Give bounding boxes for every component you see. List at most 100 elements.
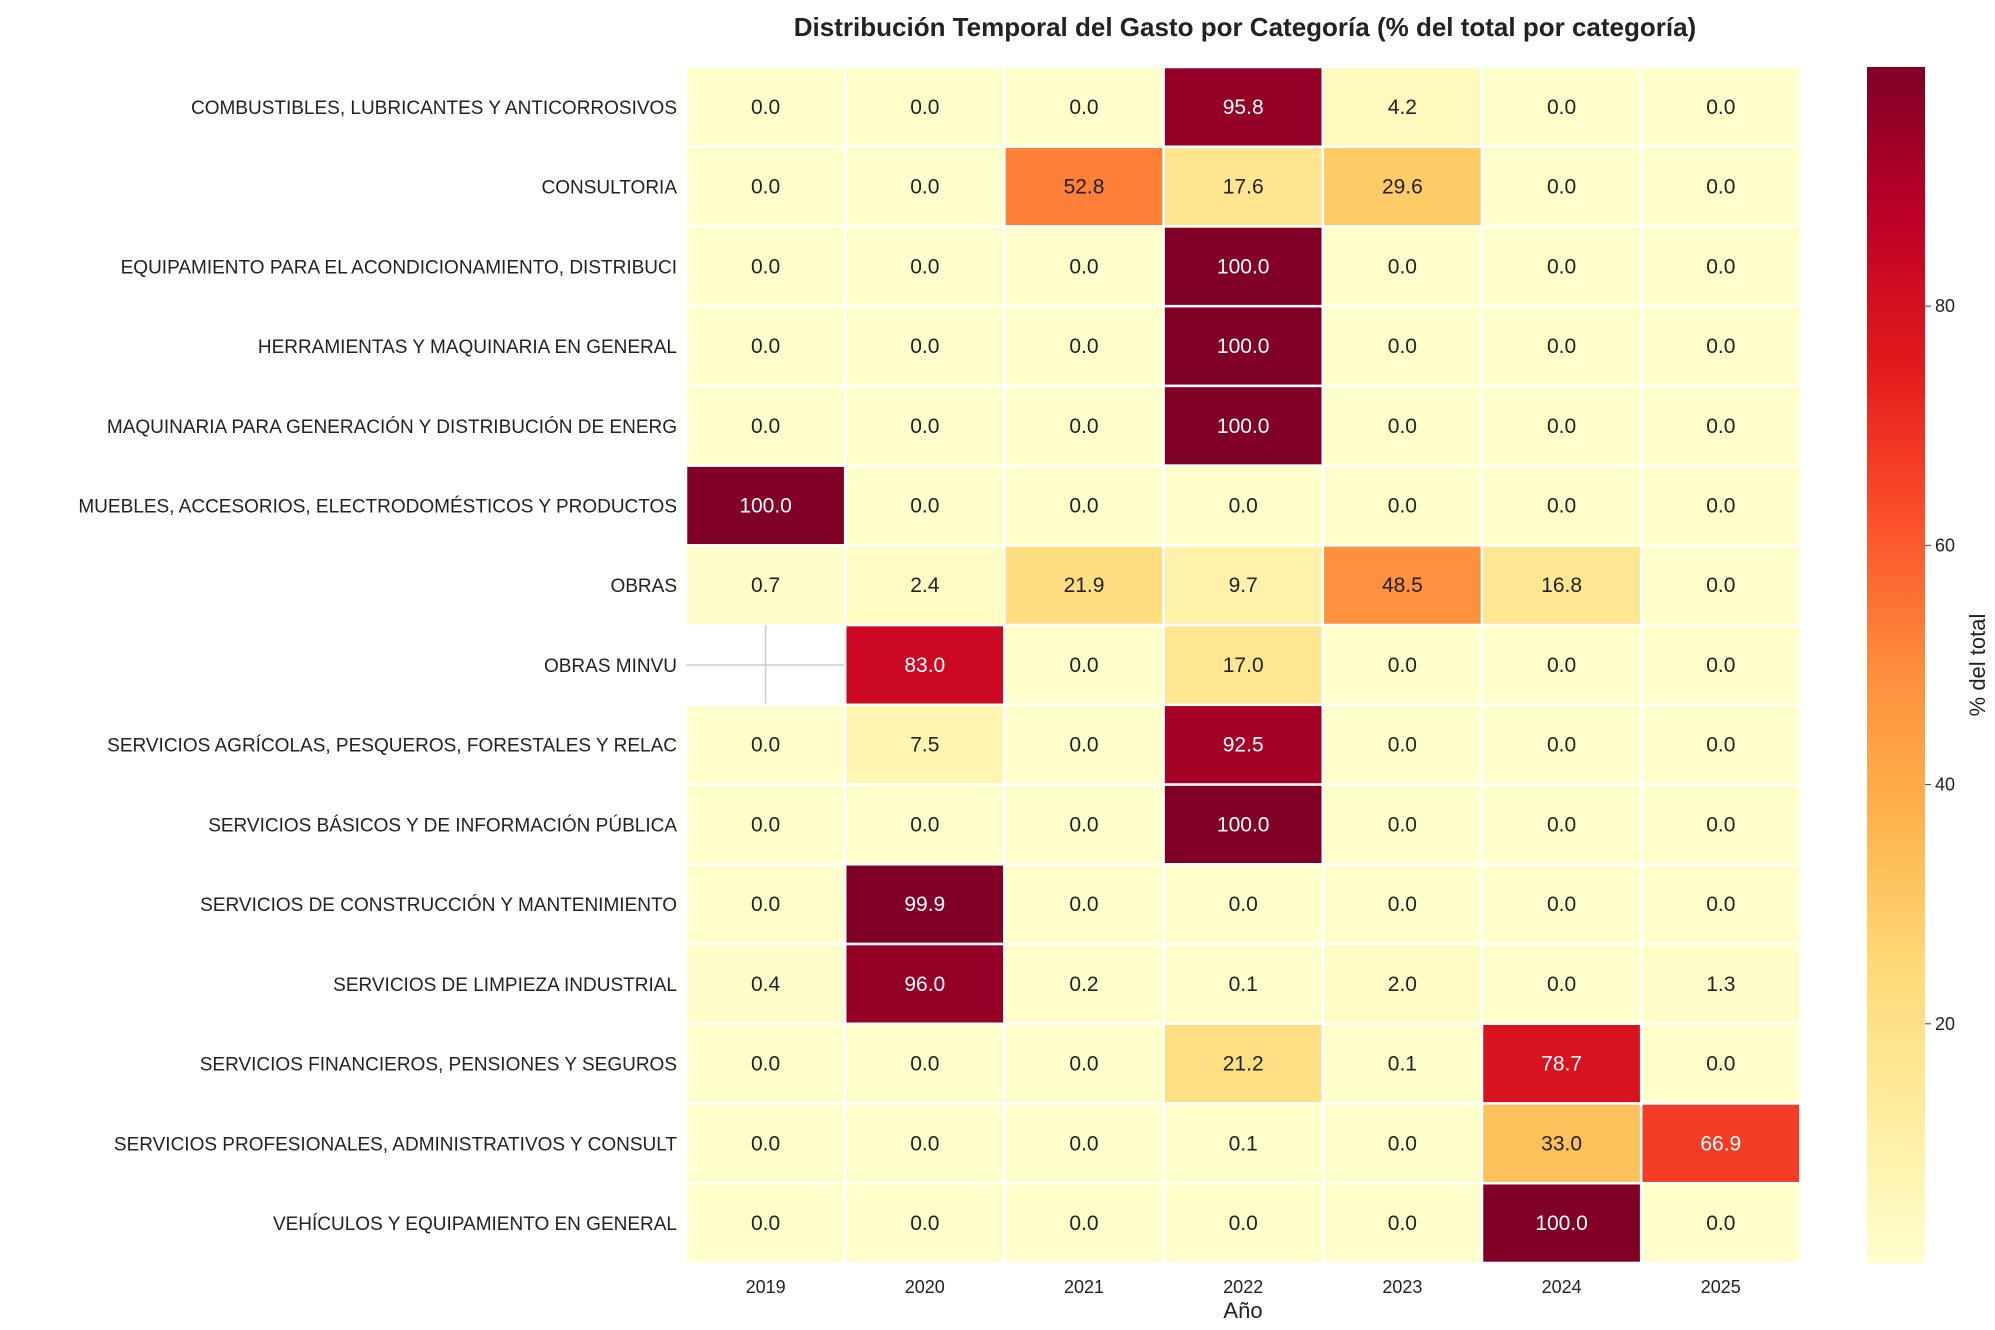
row-label-obras-minvu: OBRAS MINVU xyxy=(544,656,677,677)
heatmap-cell xyxy=(1480,65,1643,148)
heatmap-cell xyxy=(1639,783,1802,866)
cell-value-label: 0.1 xyxy=(1229,973,1258,996)
cell-value-label: 0.0 xyxy=(1706,893,1735,916)
cell-value-label: 78.7 xyxy=(1541,1053,1582,1076)
cell-value-label: 100.0 xyxy=(1217,255,1270,278)
heatmap-cell xyxy=(1003,145,1165,228)
cell-value-label: 0.0 xyxy=(1706,654,1735,677)
heatmap-cell xyxy=(1162,703,1325,786)
cell-value-label: 0.0 xyxy=(1069,1212,1098,1235)
heatmap-cell xyxy=(1639,544,1802,627)
cell-value-label: 92.5 xyxy=(1223,734,1264,757)
cell-value-label: 0.7 xyxy=(751,574,780,597)
row-label-servicios-financieros-pensiones-y-seguro: SERVICIOS FINANCIEROS, PENSIONES Y SEGUR… xyxy=(200,1055,677,1076)
heatmap-cell xyxy=(1639,623,1802,707)
heatmap-cell-empty xyxy=(686,625,846,705)
colorbar-ticks: 20 40 60 80 xyxy=(1925,296,1955,1034)
column-labels: 2019 2020 2021 2022 2023 2024 2025 xyxy=(746,1277,1741,1297)
column-label-2021: 2021 xyxy=(1064,1277,1104,1297)
heatmap-cell xyxy=(1321,703,1484,786)
cell-value-label: 100.0 xyxy=(1217,415,1270,438)
colorbar-gradient xyxy=(1867,67,1925,1263)
cell-value-label: 0.0 xyxy=(1388,1212,1417,1235)
cell-value-label: 21.2 xyxy=(1223,1053,1264,1076)
cell-value-label: 0.0 xyxy=(1388,1132,1417,1155)
heatmap-cell xyxy=(843,783,1006,866)
heatmap-cell xyxy=(1321,1102,1484,1185)
chart-title: Distribución Temporal del Gasto por Cate… xyxy=(794,12,1696,42)
heatmap-cell xyxy=(1480,863,1643,946)
cell-value-label: 0.0 xyxy=(1547,893,1576,916)
heatmap-cell xyxy=(1639,863,1802,946)
cell-value-label: 0.0 xyxy=(1388,734,1417,757)
cell-value-label: 0.0 xyxy=(751,1212,780,1235)
row-label-servicios-de-limpieza-industrial: SERVICIOS DE LIMPIEZA INDUSTRIAL xyxy=(333,975,677,996)
colorbar-tick-label: 40 xyxy=(1935,775,1955,795)
cell-value-label: 0.0 xyxy=(1069,495,1098,518)
cell-value-label: 0.0 xyxy=(1547,255,1576,278)
heatmap-cell xyxy=(843,225,1006,308)
heatmap-cell xyxy=(1480,703,1643,786)
heatmap-cell xyxy=(1480,1181,1643,1265)
row-label-equipamiento-para-el-acondicionamiento-d: EQUIPAMIENTO PARA EL ACONDICIONAMIENTO, … xyxy=(121,257,677,278)
colorbar: 20 40 60 80 % del total xyxy=(1867,67,1990,1263)
heatmap-cell xyxy=(1480,304,1643,388)
cell-value-label: 0.0 xyxy=(1547,973,1576,996)
heatmap-cell xyxy=(1639,1181,1802,1265)
cell-value-label: 0.0 xyxy=(1069,813,1098,836)
cell-value-label: 0.1 xyxy=(1388,1053,1417,1076)
cell-value-label: 0.0 xyxy=(910,255,939,278)
cell-value-label: 0.0 xyxy=(751,335,780,358)
heatmap-cell xyxy=(1162,783,1325,866)
cell-value-label: 0.0 xyxy=(1388,813,1417,836)
cell-value-label: 0.0 xyxy=(1706,415,1735,438)
cell-value-label: 0.0 xyxy=(1706,495,1735,518)
heatmap-cell xyxy=(684,783,847,866)
cell-value-label: 0.0 xyxy=(1069,335,1098,358)
cell-value-label: 0.0 xyxy=(1547,335,1576,358)
cell-value-label: 0.0 xyxy=(910,1132,939,1155)
heatmap-cell xyxy=(1003,1022,1165,1105)
cell-value-label: 16.8 xyxy=(1541,574,1582,597)
heatmap-cell xyxy=(1639,225,1802,308)
cell-value-label: 0.0 xyxy=(910,1212,939,1235)
heatmap-cell xyxy=(1162,1181,1325,1265)
cell-value-label: 96.0 xyxy=(904,973,945,996)
cell-value-label: 0.0 xyxy=(1069,96,1098,119)
cell-value-label: 0.0 xyxy=(1706,96,1735,119)
cell-value-label: 7.5 xyxy=(910,734,939,757)
cell-value-label: 17.6 xyxy=(1223,176,1264,199)
heatmap-cell xyxy=(1003,384,1165,467)
heatmap-cell xyxy=(1162,225,1325,308)
cell-value-label: 0.0 xyxy=(1706,1212,1735,1235)
cell-value-label: 0.0 xyxy=(1706,335,1735,358)
cell-value-label: 0.0 xyxy=(751,893,780,916)
cell-value-label: 48.5 xyxy=(1382,574,1423,597)
column-label-2023: 2023 xyxy=(1382,1277,1422,1297)
cell-value-label: 0.0 xyxy=(1547,813,1576,836)
cell-value-label: 0.0 xyxy=(1388,495,1417,518)
colorbar-label: % del total xyxy=(1965,614,1990,717)
column-label-2019: 2019 xyxy=(746,1277,786,1297)
cell-value-label: 0.0 xyxy=(751,1132,780,1155)
cell-value-label: 0.0 xyxy=(1069,1132,1098,1155)
cell-value-label: 0.0 xyxy=(1388,255,1417,278)
heatmap-cell xyxy=(1321,1022,1484,1105)
cell-value-label: 0.0 xyxy=(751,734,780,757)
cell-value-label: 0.0 xyxy=(1069,893,1098,916)
column-label-2025: 2025 xyxy=(1701,1277,1741,1297)
row-label-muebles-accesorios-electrodomesticos-y-p: MUEBLES, ACCESORIOS, ELECTRODOMÉSTICOS Y… xyxy=(78,497,677,518)
cell-value-label: 0.0 xyxy=(1706,1053,1735,1076)
cell-value-label: 33.0 xyxy=(1541,1132,1582,1155)
cell-value-label: 0.0 xyxy=(1229,1212,1258,1235)
heatmap-cell xyxy=(1639,304,1802,388)
heatmap-cell xyxy=(1480,225,1643,308)
heatmap-cell xyxy=(1003,1181,1165,1265)
row-label-consultoria: CONSULTORIA xyxy=(542,178,678,199)
column-label-2022: 2022 xyxy=(1223,1277,1263,1297)
cell-value-label: 0.2 xyxy=(1069,973,1098,996)
row-label-servicios-profesionales-administrativos-: SERVICIOS PROFESIONALES, ADMINISTRATIVOS… xyxy=(114,1134,677,1155)
cell-value-label: 100.0 xyxy=(1217,335,1270,358)
cell-value-label: 0.0 xyxy=(751,255,780,278)
